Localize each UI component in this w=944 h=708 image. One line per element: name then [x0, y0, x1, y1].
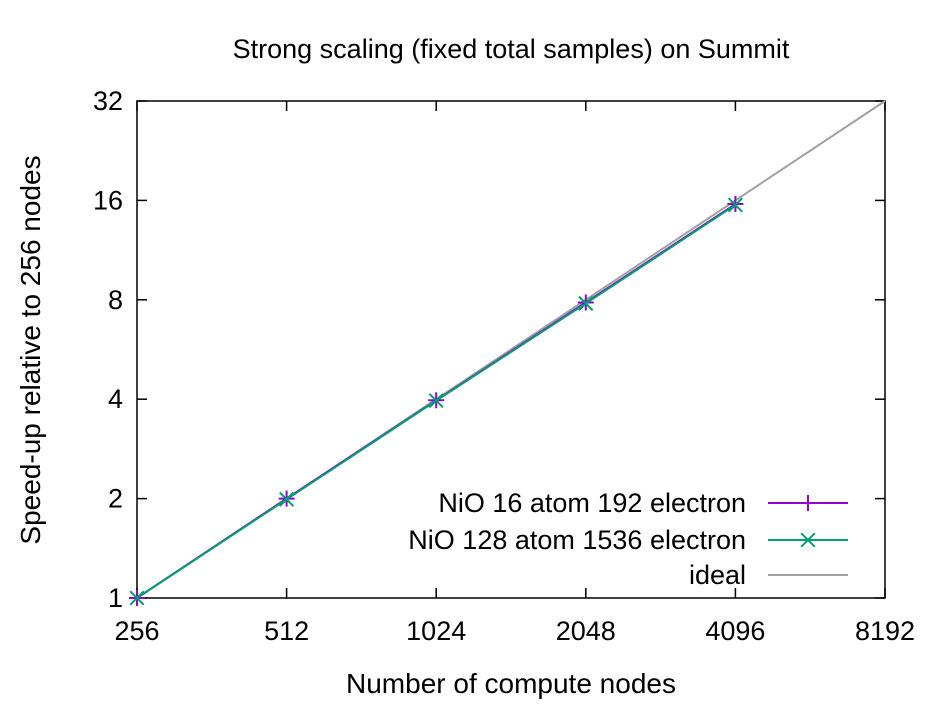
- data-point-nio-128-atom-1536-electron-512: [279, 491, 295, 507]
- x-tick-label-512: 512: [264, 616, 309, 646]
- y-tick-label-1: 1: [108, 583, 123, 613]
- legend-label-nio-16-atom-192-electron: NiO 16 atom 192 electron: [438, 488, 746, 518]
- legend-entry-nio-16-atom-192-electron: NiO 16 atom 192 electron: [438, 488, 848, 518]
- data-point-nio-128-atom-1536-electron-256: [129, 590, 145, 606]
- legend-label-nio-128-atom-1536-electron: NiO 128 atom 1536 electron: [408, 525, 746, 555]
- y-tick-label-8: 8: [108, 285, 123, 315]
- legend-entry-ideal: ideal: [689, 560, 848, 590]
- y-tick-label-4: 4: [108, 384, 123, 414]
- y-tick-label-16: 16: [93, 185, 123, 215]
- series-layer: [129, 100, 886, 606]
- legend-marker-nio-16-atom-192-electron: [800, 495, 816, 511]
- x-axis-label: Number of compute nodes: [346, 668, 676, 699]
- legend-entry-nio-128-atom-1536-electron: NiO 128 atom 1536 electron: [408, 525, 848, 555]
- x-tick-label-1024: 1024: [406, 616, 466, 646]
- legend: NiO 16 atom 192 electron NiO 128 atom 153…: [408, 488, 848, 590]
- legend-marker-nio-128-atom-1536-electron: [800, 532, 816, 548]
- data-point-nio-128-atom-1536-electron-1024: [428, 393, 444, 409]
- x-tick-label-8192: 8192: [855, 616, 915, 646]
- axes: 256 512 1024 2048 4096 8192 1 2 4 8 16 32: [93, 86, 915, 646]
- data-point-nio-128-atom-1536-electron-2048: [578, 295, 594, 311]
- legend-label-ideal: ideal: [689, 560, 746, 590]
- y-axis-label: Speed-up relative to 256 nodes: [15, 155, 46, 544]
- x-tick-label-2048: 2048: [556, 616, 616, 646]
- x-tick-label-4096: 4096: [705, 616, 765, 646]
- y-tick-label-32: 32: [93, 86, 123, 116]
- plot-frame: [136, 100, 886, 599]
- x-tick-label-256: 256: [114, 616, 159, 646]
- series-nio-128-atom-1536-electron: [129, 197, 743, 606]
- y-tick-label-2: 2: [108, 484, 123, 514]
- chart-title: Strong scaling (fixed total samples) on …: [233, 34, 790, 64]
- data-point-nio-128-atom-1536-electron-4096: [727, 197, 743, 213]
